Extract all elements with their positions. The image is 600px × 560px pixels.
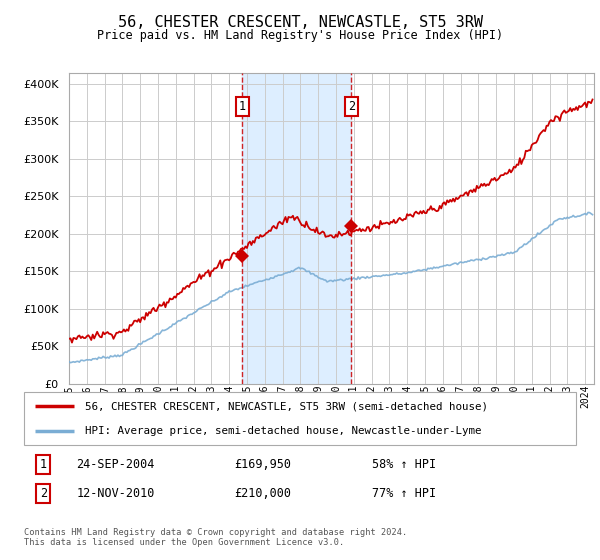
Text: Contains HM Land Registry data © Crown copyright and database right 2024.
This d: Contains HM Land Registry data © Crown c… [24, 528, 407, 547]
Text: HPI: Average price, semi-detached house, Newcastle-under-Lyme: HPI: Average price, semi-detached house,… [85, 426, 481, 436]
Text: 24-SEP-2004: 24-SEP-2004 [76, 458, 155, 471]
Text: Price paid vs. HM Land Registry's House Price Index (HPI): Price paid vs. HM Land Registry's House … [97, 29, 503, 42]
FancyBboxPatch shape [24, 392, 576, 445]
Text: 1: 1 [239, 100, 246, 113]
Text: 2: 2 [348, 100, 355, 113]
Text: 12-NOV-2010: 12-NOV-2010 [76, 487, 155, 500]
Text: 2: 2 [40, 487, 47, 500]
Text: 77% ↑ HPI: 77% ↑ HPI [372, 487, 436, 500]
Text: 1: 1 [40, 458, 47, 471]
Text: 56, CHESTER CRESCENT, NEWCASTLE, ST5 3RW (semi-detached house): 56, CHESTER CRESCENT, NEWCASTLE, ST5 3RW… [85, 402, 488, 412]
Text: 58% ↑ HPI: 58% ↑ HPI [372, 458, 436, 471]
Text: 56, CHESTER CRESCENT, NEWCASTLE, ST5 3RW: 56, CHESTER CRESCENT, NEWCASTLE, ST5 3RW [118, 15, 482, 30]
Bar [242, 73, 352, 384]
Text: £210,000: £210,000 [234, 487, 291, 500]
Text: £169,950: £169,950 [234, 458, 291, 471]
